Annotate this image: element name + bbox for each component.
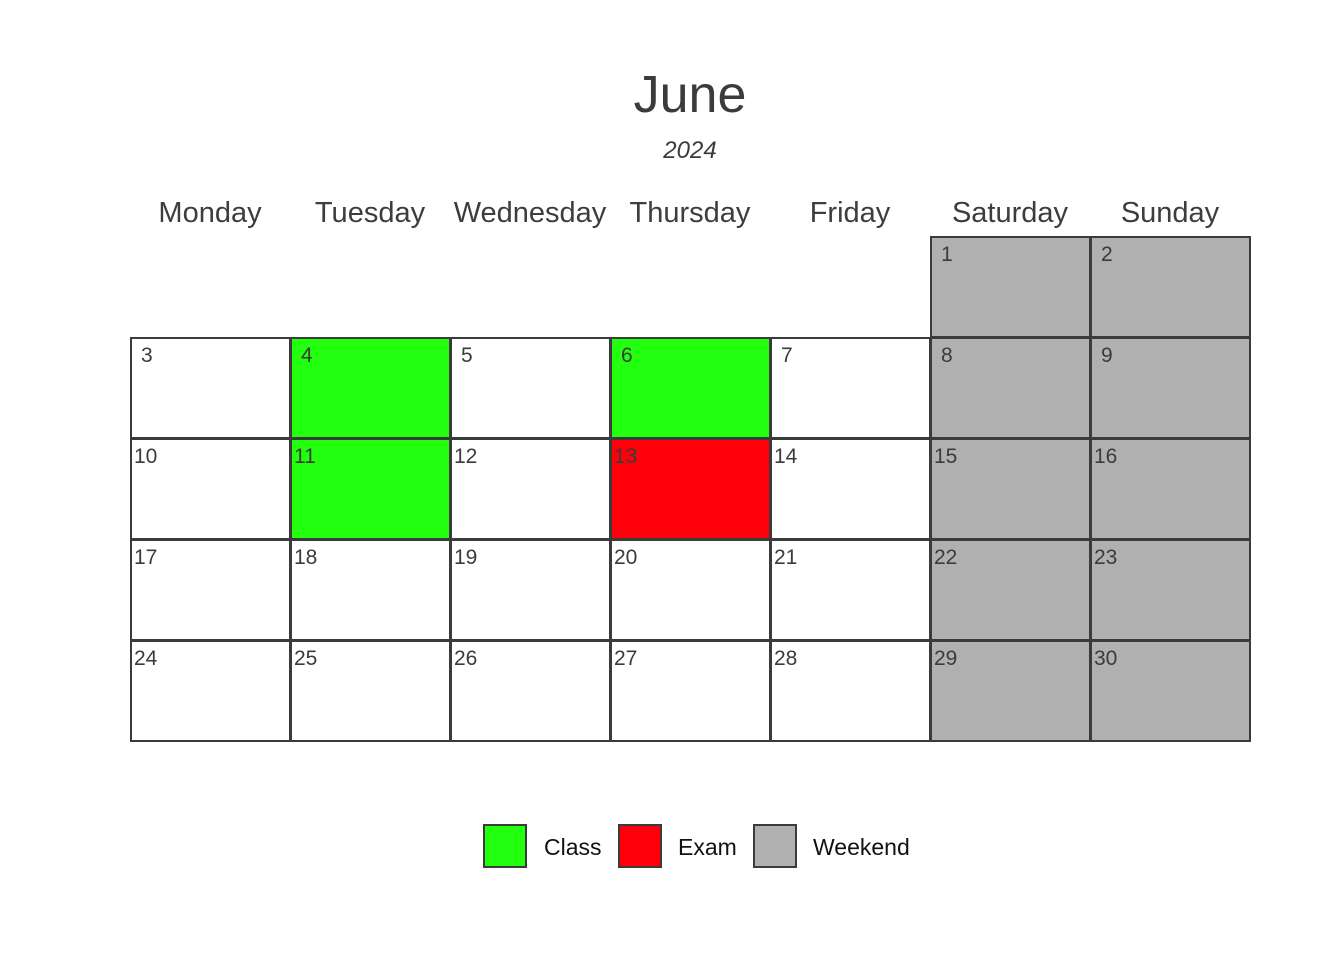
day-number: 3 <box>141 344 153 367</box>
day-number: 12 <box>454 445 478 468</box>
day-number: 1 <box>941 243 953 266</box>
weekday-thursday: Thursday <box>629 197 751 229</box>
day-number: 6 <box>621 344 633 367</box>
day-cell-8: 8 <box>930 337 1091 439</box>
day-number: 2 <box>1101 243 1113 266</box>
day-number: 20 <box>614 546 638 569</box>
legend-swatch-weekend <box>753 824 797 868</box>
day-cell-30: 30 <box>1090 640 1251 742</box>
weekday-wednesday: Wednesday <box>453 197 607 229</box>
day-number: 11 <box>294 445 316 468</box>
day-cell-3: 3 <box>130 337 291 439</box>
day-cell-7: 7 <box>770 337 931 439</box>
day-number: 28 <box>774 647 798 670</box>
day-number: 29 <box>934 647 958 670</box>
day-number: 23 <box>1094 546 1118 569</box>
day-cell-28: 28 <box>770 640 931 742</box>
day-cell-26: 26 <box>450 640 611 742</box>
day-cell-22: 22 <box>930 539 1091 641</box>
day-number: 27 <box>614 647 638 670</box>
day-number: 7 <box>781 344 793 367</box>
day-number: 4 <box>301 344 313 367</box>
day-cell-18: 18 <box>290 539 451 641</box>
day-number: 19 <box>454 546 478 569</box>
day-cell-12: 12 <box>450 438 611 540</box>
day-cell-11: 11 <box>290 438 451 540</box>
day-cell-15: 15 <box>930 438 1091 540</box>
day-cell-17: 17 <box>130 539 291 641</box>
legend-swatch-class <box>483 824 527 868</box>
day-number: 15 <box>934 445 958 468</box>
day-cell-21: 21 <box>770 539 931 641</box>
weekday-tuesday: Tuesday <box>314 197 426 229</box>
legend-label-class: Class <box>544 834 602 860</box>
day-cell-19: 19 <box>450 539 611 641</box>
day-number: 18 <box>294 546 318 569</box>
day-cell-14: 14 <box>770 438 931 540</box>
day-number: 16 <box>1094 445 1118 468</box>
day-cell-1: 1 <box>930 236 1091 338</box>
day-number: 26 <box>454 647 478 670</box>
day-cell-6: 6 <box>610 337 771 439</box>
day-cell-25: 25 <box>290 640 451 742</box>
month-title: June <box>633 66 747 124</box>
legend-label-exam: Exam <box>678 834 737 860</box>
day-cell-29: 29 <box>930 640 1091 742</box>
day-number: 5 <box>461 344 473 367</box>
weekday-monday: Monday <box>158 197 262 229</box>
day-number: 13 <box>614 445 638 468</box>
day-cell-13: 13 <box>610 438 771 540</box>
day-number: 8 <box>941 344 953 367</box>
day-cell-5: 5 <box>450 337 611 439</box>
day-cell-2: 2 <box>1090 236 1251 338</box>
legend-swatch-exam <box>618 824 662 868</box>
day-number: 30 <box>1094 647 1118 670</box>
day-cell-10: 10 <box>130 438 291 540</box>
day-number: 10 <box>134 445 158 468</box>
day-number: 22 <box>934 546 958 569</box>
day-cell-20: 20 <box>610 539 771 641</box>
day-number: 25 <box>294 647 318 670</box>
day-cell-16: 16 <box>1090 438 1251 540</box>
day-number: 14 <box>774 445 798 468</box>
day-cell-9: 9 <box>1090 337 1251 439</box>
day-cell-4: 4 <box>290 337 451 439</box>
day-number: 24 <box>134 647 158 670</box>
day-number: 21 <box>774 546 798 569</box>
day-cell-27: 27 <box>610 640 771 742</box>
day-cell-23: 23 <box>1090 539 1251 641</box>
day-number: 9 <box>1101 344 1113 367</box>
weekday-saturday: Saturday <box>951 197 1069 229</box>
legend-label-weekend: Weekend <box>813 834 910 860</box>
day-cell-24: 24 <box>130 640 291 742</box>
day-number: 17 <box>134 546 158 569</box>
year-subtitle: 2024 <box>663 137 717 164</box>
weekday-sunday: Sunday <box>1120 197 1220 229</box>
weekday-friday: Friday <box>809 197 891 229</box>
